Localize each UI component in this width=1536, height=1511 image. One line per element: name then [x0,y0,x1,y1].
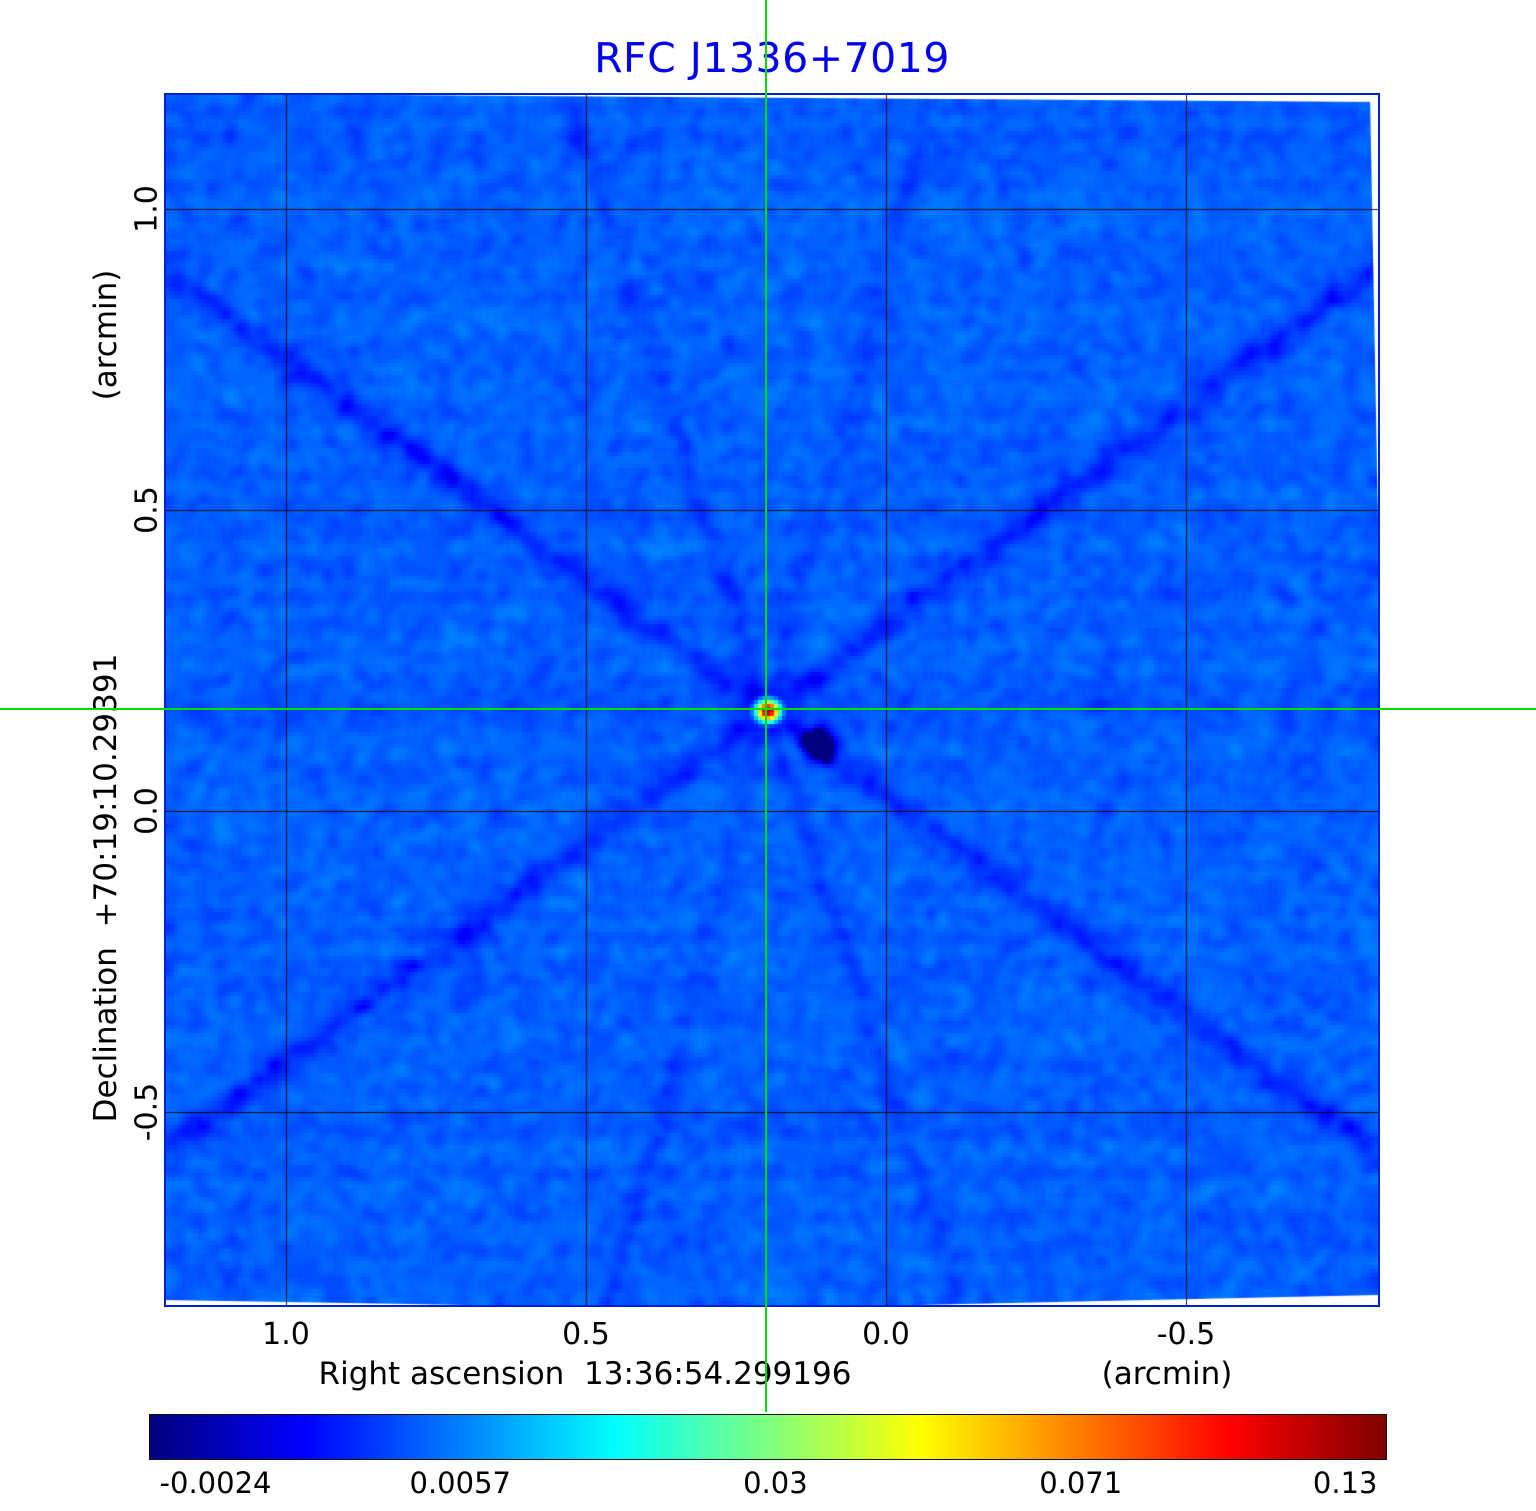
y-axis-unit-label: (arcmin) [88,269,124,401]
x-axis-label: Right ascension 13:36:54.299196 [318,1356,852,1392]
y-tick-label: 0.0 [129,787,165,836]
x-tick-label: 0.5 [562,1317,610,1352]
y-axis-label: Declination +70:19:10.29391 [88,653,124,1123]
x-tick-label: -0.5 [1156,1317,1216,1352]
crosshair-vertical-line [765,0,767,1412]
colorbar-tick-label: 0.071 [1039,1466,1123,1500]
colorbar-tick-label: 0.13 [1312,1466,1378,1500]
x-tick-label: 1.0 [262,1317,310,1352]
radio-map-canvas [166,95,1378,1305]
plot-frame [164,93,1380,1307]
y-tick-label: 1.0 [129,185,165,234]
colorbar [149,1414,1387,1460]
x-tick-label: 0.0 [862,1317,910,1352]
colorbar-tick-label: 0.0057 [409,1466,511,1500]
y-tick-label: -0.5 [129,1083,165,1142]
figure-title: RFC J1336+7019 [594,34,950,82]
crosshair-horizontal-line [0,708,1536,711]
colorbar-tick-label: -0.0024 [159,1466,272,1500]
x-axis-unit-label: (arcmin) [1101,1356,1233,1392]
y-tick-label: 0.5 [129,486,165,535]
colorbar-tick-label: 0.03 [743,1466,808,1500]
colorbar-canvas [150,1415,1386,1459]
